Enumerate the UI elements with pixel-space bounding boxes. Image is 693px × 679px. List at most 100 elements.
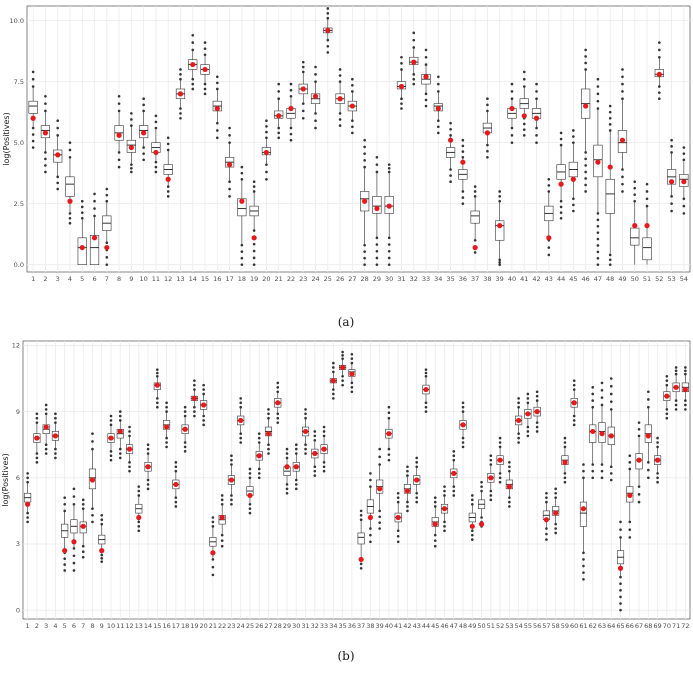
outlier-point xyxy=(628,520,632,524)
outlier-point xyxy=(658,41,661,44)
outlier-point xyxy=(600,403,604,407)
box xyxy=(579,501,588,527)
outlier-point xyxy=(128,461,131,464)
x-tick-label: 22 xyxy=(218,622,226,630)
outlier-point xyxy=(545,491,548,495)
outlier-point xyxy=(294,483,298,486)
outlier-point xyxy=(72,561,76,565)
outlier-point xyxy=(452,458,456,462)
outlier-point xyxy=(369,478,372,482)
boxplot-category xyxy=(642,182,652,265)
boxplot-category xyxy=(568,129,578,213)
outlier-point xyxy=(322,434,326,438)
outlier-point xyxy=(387,170,391,174)
box xyxy=(372,196,382,214)
outlier-point xyxy=(191,87,195,91)
outlier-point xyxy=(559,143,563,147)
outlier-point xyxy=(486,143,489,147)
outlier-point xyxy=(619,536,622,539)
observed-point xyxy=(55,152,61,158)
x-tick-label: 28 xyxy=(360,275,368,283)
outlier-point xyxy=(118,410,122,413)
observed-point xyxy=(238,417,244,424)
outlier-point xyxy=(304,447,307,451)
outlier-point xyxy=(63,502,66,506)
outlier-point xyxy=(277,97,280,101)
outlier-point xyxy=(338,74,342,77)
observed-point xyxy=(681,179,687,185)
x-tick-label: 56 xyxy=(533,622,541,630)
observed-point xyxy=(128,144,134,151)
outlier-point xyxy=(228,195,231,198)
x-tick-label: 71 xyxy=(672,622,680,630)
boxplot-category xyxy=(384,163,394,266)
outlier-point xyxy=(656,480,659,484)
x-tick-label: 55 xyxy=(524,622,532,630)
outlier-point xyxy=(596,99,600,103)
outlier-point xyxy=(193,405,196,409)
x-tick-label: 14 xyxy=(189,275,197,283)
outlier-point xyxy=(433,533,437,537)
boxplot-category xyxy=(283,447,291,495)
outlier-point xyxy=(294,478,298,482)
outlier-point xyxy=(211,525,215,528)
outlier-point xyxy=(665,412,669,416)
observed-point xyxy=(668,179,675,185)
observed-point xyxy=(265,431,272,437)
outlier-point xyxy=(535,141,538,144)
outlier-point xyxy=(608,263,612,266)
boxplot-category xyxy=(635,421,643,504)
outlier-point xyxy=(449,127,452,131)
outlier-point xyxy=(211,520,215,524)
x-tick-label: 30 xyxy=(385,275,393,283)
outlier-point xyxy=(591,399,595,402)
outlier-point xyxy=(183,450,187,453)
observed-point xyxy=(263,149,270,156)
outlier-point xyxy=(174,505,178,508)
outlier-point xyxy=(91,447,94,451)
outlier-point xyxy=(582,571,585,574)
outlier-point xyxy=(203,82,207,86)
outlier-point xyxy=(265,170,268,174)
observed-point xyxy=(126,446,133,452)
outlier-point xyxy=(545,532,548,536)
x-tick-label: 49 xyxy=(618,275,626,283)
outlier-point xyxy=(332,392,335,396)
x-tick-label: 8 xyxy=(117,275,121,283)
outlier-point xyxy=(547,253,551,257)
outlier-point xyxy=(166,185,170,188)
outlier-point xyxy=(68,156,72,159)
outlier-point xyxy=(572,203,575,207)
x-tick-label: 3 xyxy=(44,622,48,630)
outlier-point xyxy=(670,138,673,142)
outlier-point xyxy=(621,82,624,86)
outlier-point xyxy=(406,465,409,469)
outlier-point xyxy=(596,237,600,241)
outlier-point xyxy=(396,540,400,544)
x-tick-label: 52 xyxy=(655,275,663,283)
outlier-point xyxy=(461,441,465,444)
boxplot-category xyxy=(544,177,554,257)
outlier-point xyxy=(193,383,196,387)
outlier-point xyxy=(535,97,538,101)
x-tick-label: 34 xyxy=(329,622,337,630)
outlier-point xyxy=(375,249,379,253)
x-tick-label: 42 xyxy=(532,275,540,283)
outlier-point xyxy=(326,51,330,54)
x-tick-label: 24 xyxy=(311,275,319,283)
y-tick-label: 10.0 xyxy=(10,17,24,25)
outlier-point xyxy=(378,527,381,530)
outlier-point xyxy=(363,263,366,266)
outlier-point xyxy=(517,405,520,409)
outlier-point xyxy=(193,410,196,413)
outlier-point xyxy=(424,104,428,108)
outlier-point xyxy=(554,522,557,526)
outlier-point xyxy=(100,514,104,517)
outlier-point xyxy=(461,190,465,193)
boxplot-category xyxy=(605,104,615,266)
x-tick-label: 30 xyxy=(292,622,300,630)
observed-point xyxy=(599,431,605,437)
boxplot-category xyxy=(261,119,272,181)
outlier-point xyxy=(375,263,379,266)
outlier-point xyxy=(174,469,178,473)
